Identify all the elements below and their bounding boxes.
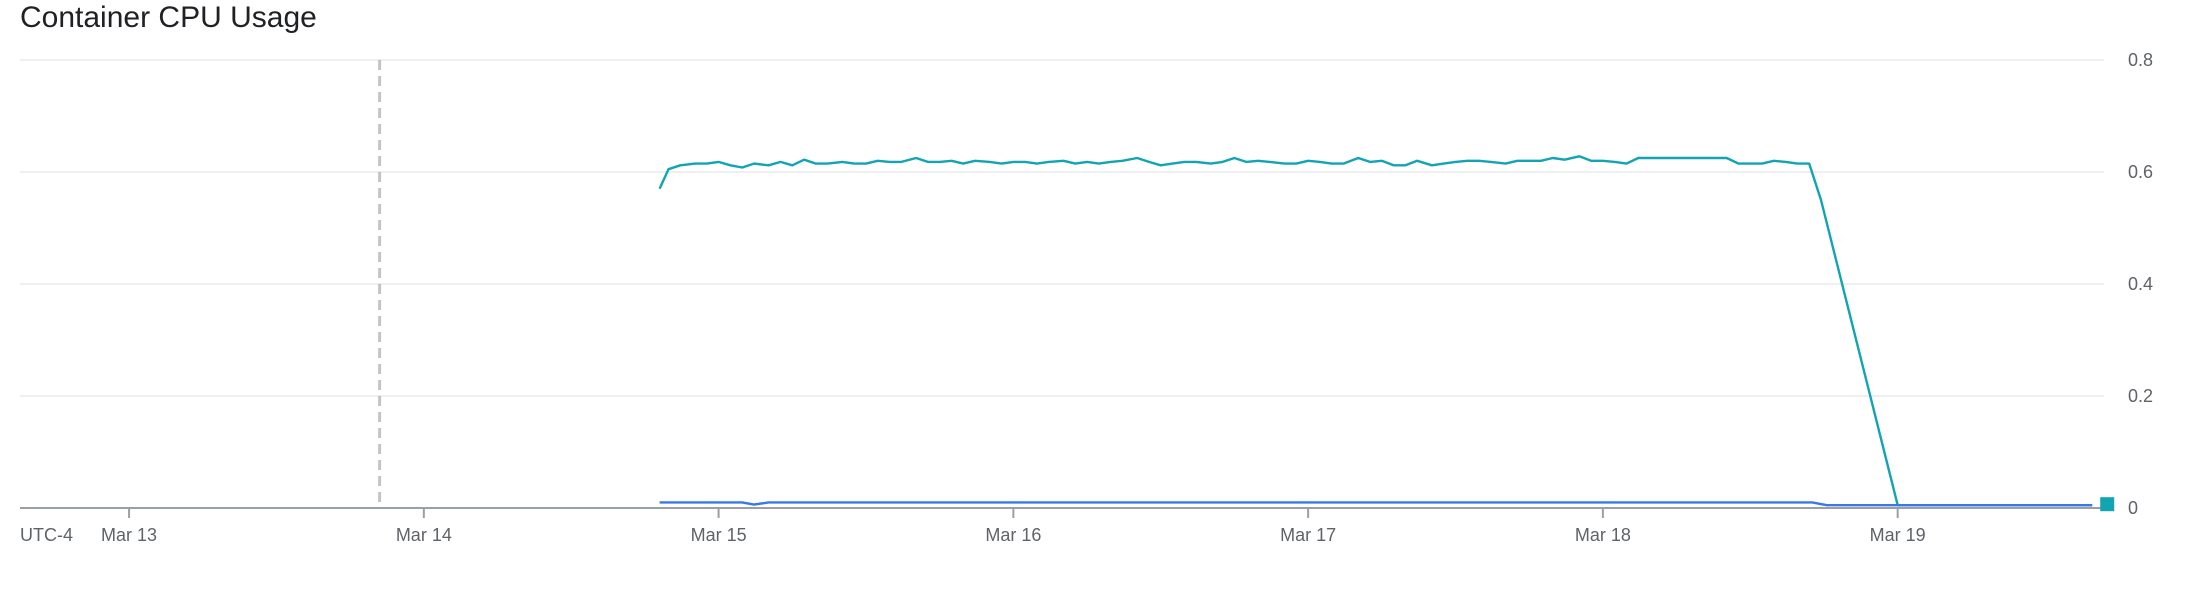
y-tick-labels: 0 0.2 0.4 0.6 0.8 (2128, 50, 2153, 518)
series-line-2[interactable] (659, 501, 2093, 507)
y-tick-label: 0.6 (2128, 162, 2153, 182)
x-tick-labels: UTC-4 Mar 13 Mar 14 Mar 15 Mar 16 Mar 17 Mar 1… (20, 525, 1926, 545)
y-tick-label: 0.2 (2128, 386, 2153, 406)
chart-title: Container CPU Usage (20, 1, 317, 34)
x-axis (20, 507, 2104, 518)
x-tick-label: Mar 17 (1280, 525, 1336, 545)
y-tick-label: 0.8 (2128, 50, 2153, 70)
y-tick-label: 0.4 (2128, 274, 2153, 294)
x-tick-label: Mar 16 (985, 525, 1041, 545)
timezone-label: UTC-4 (20, 525, 73, 545)
x-tick-label: Mar 14 (396, 525, 452, 545)
grid-lines (20, 59, 2104, 397)
series-lines[interactable] (658, 155, 2115, 512)
x-tick-label: Mar 18 (1575, 525, 1631, 545)
x-tick-label: Mar 19 (1870, 525, 1926, 545)
x-tick-label: Mar 13 (101, 525, 157, 545)
x-tick-label: Mar 15 (691, 525, 747, 545)
series-end-marker (2100, 497, 2115, 512)
series-line-1[interactable] (658, 155, 2093, 507)
y-tick-label: 0 (2128, 498, 2138, 518)
